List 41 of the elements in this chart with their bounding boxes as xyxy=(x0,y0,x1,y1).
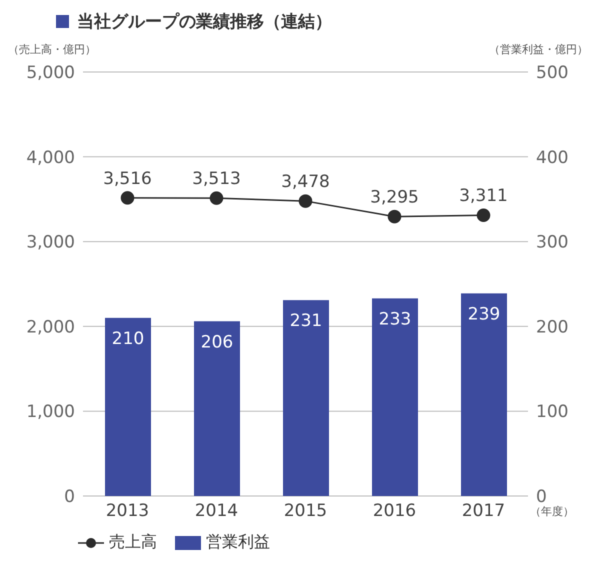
y-tick-label: 4,000 xyxy=(26,148,75,168)
point xyxy=(388,210,402,224)
bar xyxy=(461,293,507,496)
x-tick-label: 2017 xyxy=(462,501,506,522)
data-label: 210 xyxy=(112,328,144,349)
data-label: 3,478 xyxy=(281,172,330,192)
bar xyxy=(194,321,240,496)
data-label: 3,295 xyxy=(370,188,419,208)
data-label: 239 xyxy=(468,304,500,324)
x-tick-label: 2013 xyxy=(106,501,150,522)
bar xyxy=(283,300,329,496)
y-axis-title: （売上高・億円） xyxy=(8,42,96,58)
y2-tick-label: 300 xyxy=(536,232,568,253)
data-label: 231 xyxy=(290,311,322,332)
y-tick-label: 1,000 xyxy=(26,402,75,422)
data-label: 3,311 xyxy=(459,186,508,206)
data-label: 233 xyxy=(378,309,412,330)
x-tick-label: 2015 xyxy=(284,501,328,522)
y2-axis-title: （営業利益・億円） xyxy=(489,42,588,58)
legend-label: 売上高 xyxy=(108,532,157,553)
y2-tick-label: 500 xyxy=(536,63,568,84)
x-tick-label: 2016 xyxy=(372,501,416,522)
data-label: 3,513 xyxy=(192,169,241,190)
point xyxy=(298,194,312,208)
data-label: 206 xyxy=(200,332,234,352)
chart-title: 当社グループの業績推移（連結） xyxy=(77,10,332,32)
legend-label: 営業利益 xyxy=(205,532,270,553)
y2-tick-label: 400 xyxy=(536,148,568,168)
y-tick-label: 0 xyxy=(64,487,75,508)
data-label: 3,516 xyxy=(103,168,152,189)
y-tick-label: 3,000 xyxy=(26,232,75,253)
x-tick-label: 2014 xyxy=(194,501,238,522)
y-tick-label: 2,000 xyxy=(26,317,75,338)
y-tick-label: 5,000 xyxy=(26,63,75,84)
y2-tick-label: 200 xyxy=(536,317,568,338)
point xyxy=(210,191,224,205)
bar xyxy=(105,318,151,496)
bar xyxy=(372,298,418,496)
y2-tick-label: 100 xyxy=(536,402,568,422)
point xyxy=(120,191,134,205)
point xyxy=(476,208,490,222)
